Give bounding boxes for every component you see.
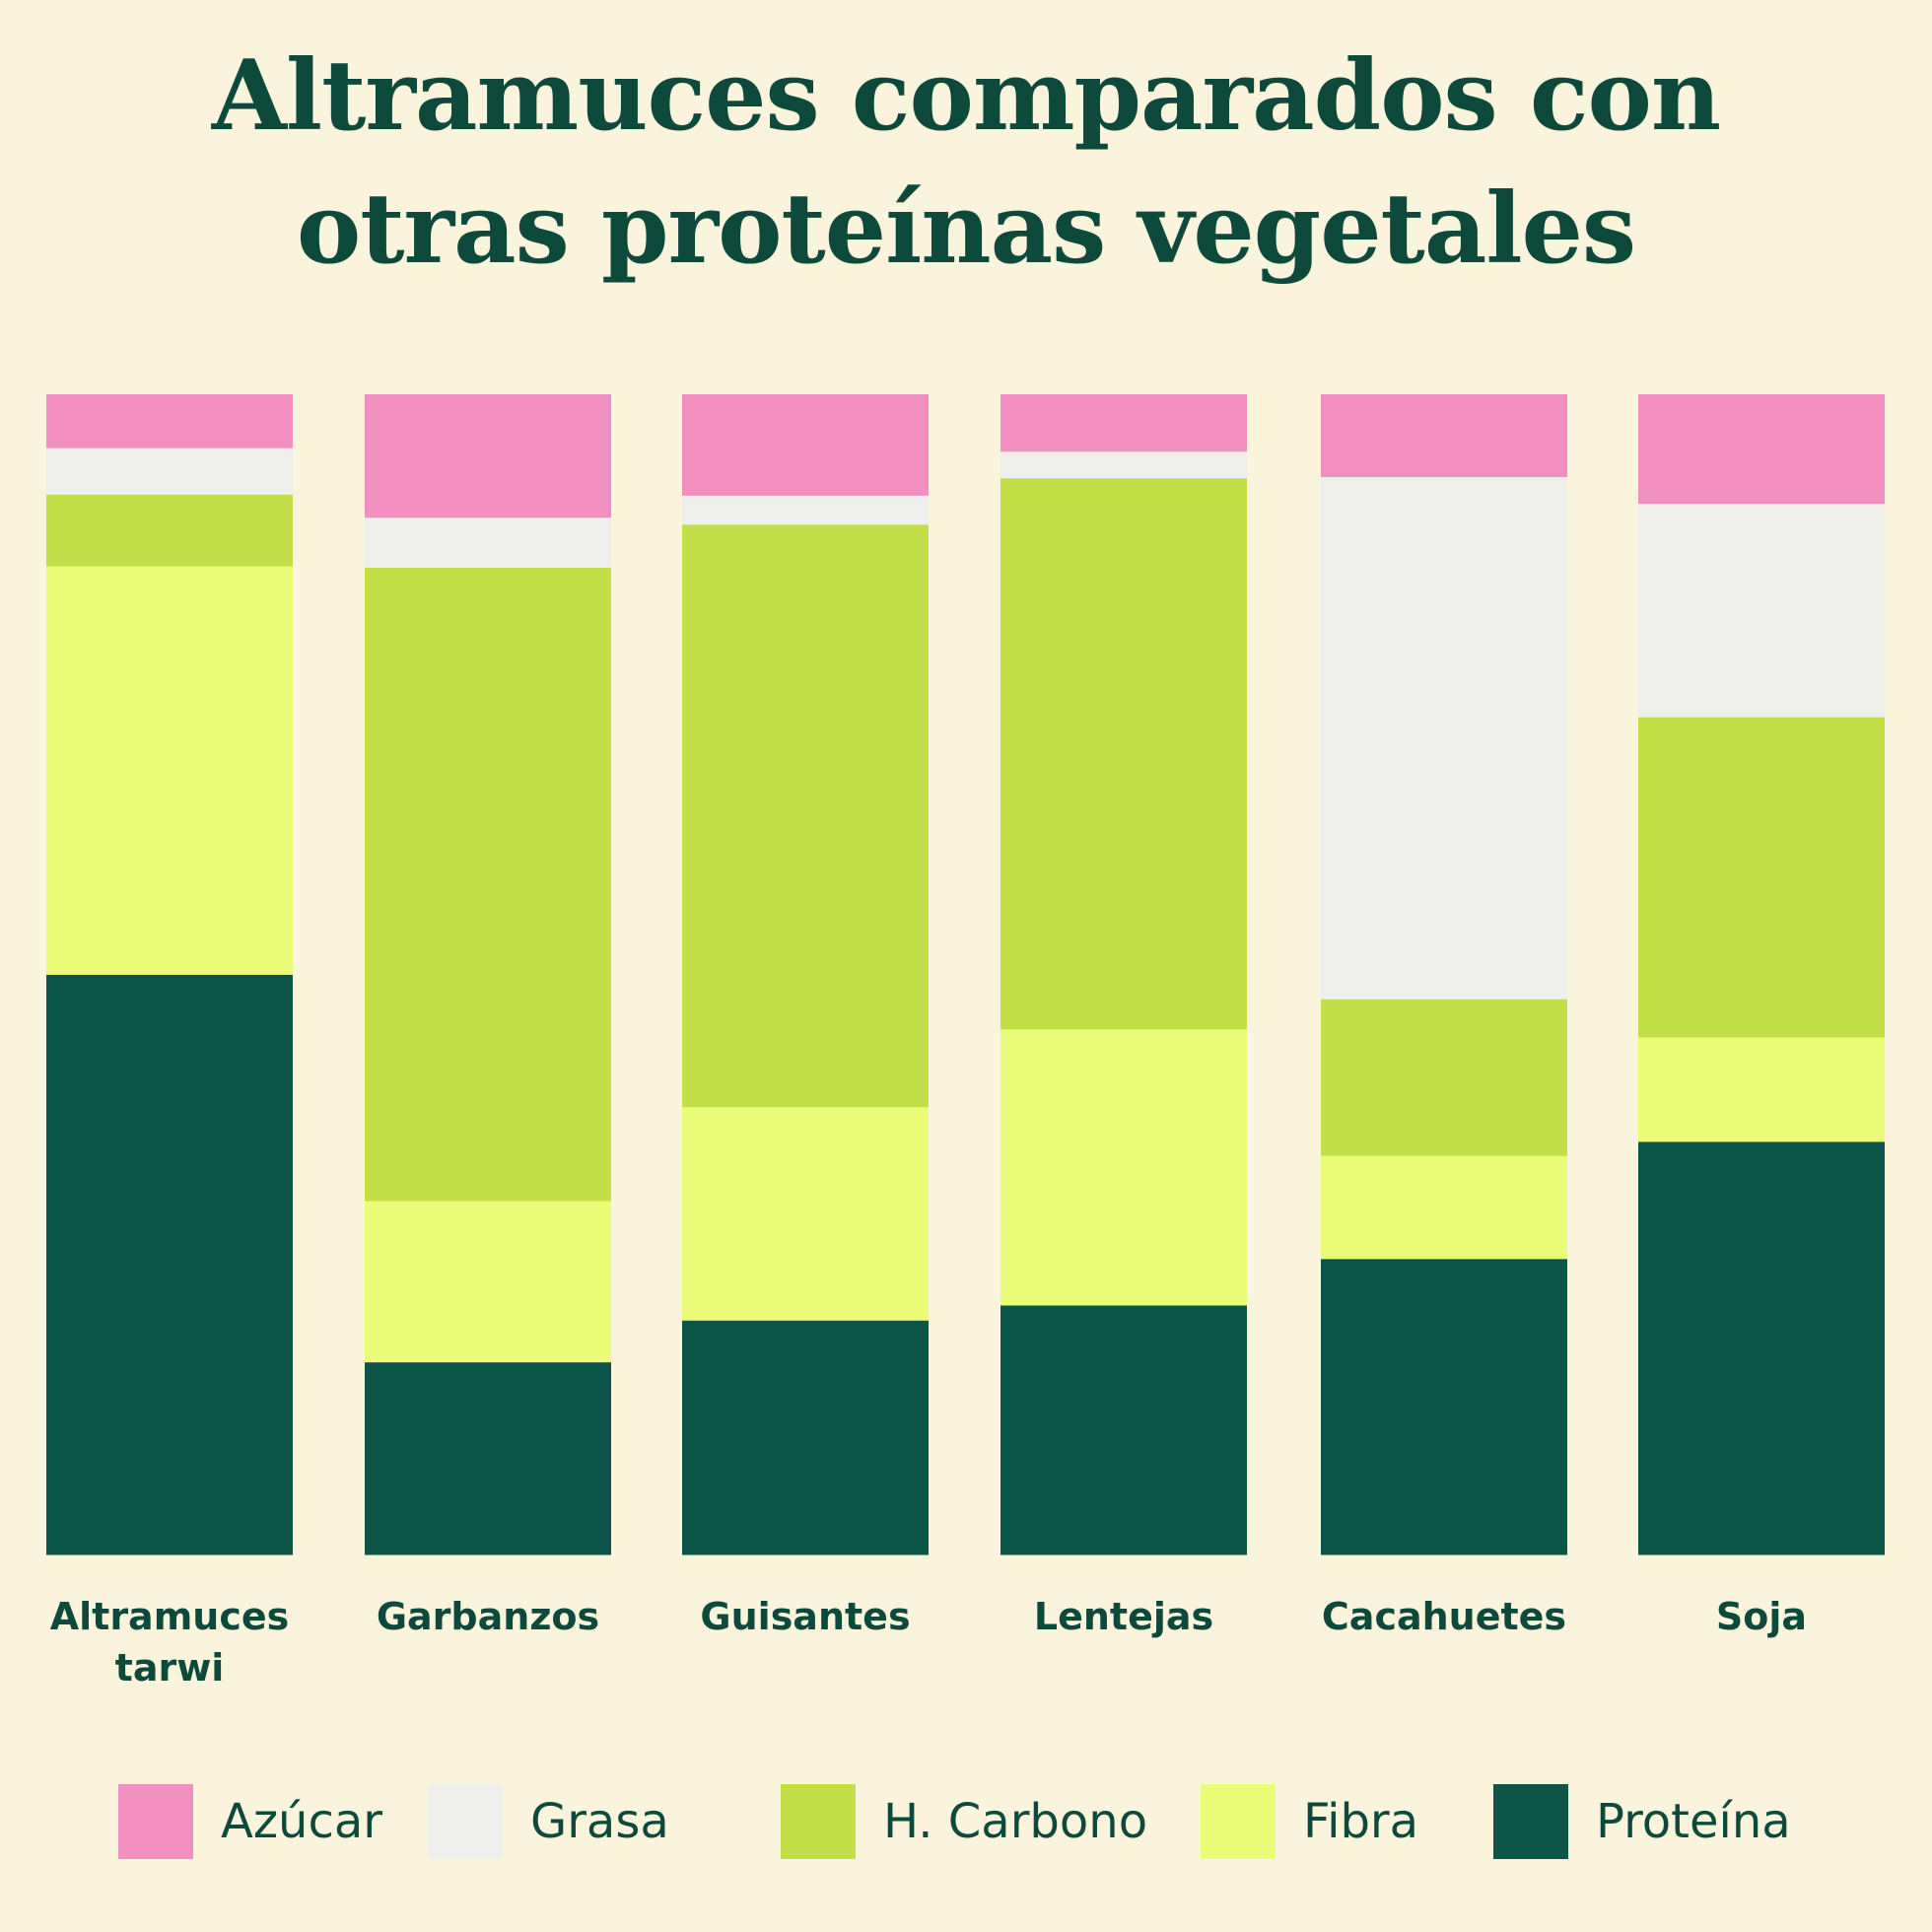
bar-segment-lentejas-azucar — [1000, 394, 1247, 452]
bar-segment-garbanzos-h-carbono — [365, 567, 611, 1202]
bar-segment-garbanzos-azucar — [365, 394, 611, 518]
legend-swatch-h-carbono — [781, 1784, 856, 1859]
chart-title: Altramuces comparados con otras proteína… — [0, 30, 1932, 296]
bar-segment-lentejas-proteina — [1000, 1304, 1247, 1555]
category-label-line: Soja — [1716, 1595, 1807, 1638]
category-label-line: Guisantes — [700, 1595, 910, 1638]
bar-segment-garbanzos-proteina — [365, 1361, 611, 1555]
bar-segment-cacahuetes-fibra — [1321, 1155, 1567, 1260]
category-labels-group: Altramuces tarwi Garbanzos Guisantes Lenteja… — [50, 1595, 1807, 1690]
bar-segment-lentejas-fibra — [1000, 1028, 1247, 1306]
bar-segment-cacahuetes-proteina — [1321, 1258, 1567, 1555]
bar-segment-soja-proteina — [1638, 1140, 1885, 1555]
bar-segment-altramuces-tarwi-grasa — [46, 448, 293, 495]
bar-segment-garbanzos-fibra — [365, 1201, 611, 1363]
category-label-line: Lentejas — [1034, 1595, 1213, 1638]
bar-segment-guisantes-h-carbono — [682, 523, 929, 1108]
legend-label-h-carbono: H. Carbono — [883, 1794, 1148, 1849]
legend-item-grasa: Grasa — [428, 1784, 669, 1859]
bar-segment-soja-h-carbono — [1638, 717, 1885, 1038]
bar-segment-guisantes-proteina — [682, 1320, 929, 1555]
chart-title-line-2: otras proteínas vegetales — [296, 172, 1636, 286]
bar-segment-cacahuetes-azucar — [1321, 394, 1567, 478]
category-label-guisantes: Guisantes — [700, 1595, 910, 1638]
legend-label-grasa: Grasa — [530, 1794, 669, 1849]
category-label-line: tarwi — [115, 1646, 225, 1690]
legend-swatch-azucar — [118, 1784, 193, 1859]
legend-item-proteina: Proteína — [1493, 1784, 1791, 1859]
legend-item-h-carbono: H. Carbono — [781, 1784, 1147, 1859]
bar-segment-guisantes-azucar — [682, 394, 929, 496]
bar-segment-guisantes-grasa — [682, 495, 929, 525]
bar-segment-altramuces-tarwi-fibra — [46, 566, 293, 975]
legend-item-azucar: Azúcar — [118, 1784, 382, 1859]
chart-title-line-1: Altramuces comparados con — [211, 39, 1721, 153]
bar-segment-altramuces-tarwi-azucar — [46, 394, 293, 448]
bar-segment-lentejas-grasa — [1000, 450, 1247, 479]
bar-segment-cacahuetes-h-carbono — [1321, 999, 1567, 1156]
legend-label-proteina: Proteína — [1596, 1794, 1791, 1849]
category-label-garbanzos: Garbanzos — [377, 1595, 599, 1638]
category-label-line: Cacahuetes — [1322, 1595, 1566, 1638]
legend-swatch-proteina — [1493, 1784, 1568, 1859]
bar-segment-altramuces-tarwi-proteina — [46, 974, 293, 1555]
category-label-soja: Soja — [1716, 1595, 1807, 1638]
category-label-line: Garbanzos — [377, 1595, 599, 1638]
bar-segment-soja-azucar — [1638, 394, 1885, 505]
category-label-lentejas: Lentejas — [1034, 1595, 1213, 1638]
category-label-cacahuetes: Cacahuetes — [1322, 1595, 1566, 1638]
bar-segment-guisantes-fibra — [682, 1106, 929, 1321]
bar-segment-garbanzos-grasa — [365, 517, 611, 568]
bar-segment-soja-fibra — [1638, 1037, 1885, 1142]
category-label-altramuces-tarwi: Altramuces tarwi — [50, 1595, 290, 1690]
bars-group — [46, 394, 1885, 1555]
legend-label-azucar: Azúcar — [221, 1794, 382, 1849]
bar-segment-altramuces-tarwi-h-carbono — [46, 494, 293, 567]
category-label-line: Altramuces — [50, 1595, 290, 1638]
bar-segment-cacahuetes-grasa — [1321, 476, 1567, 1000]
legend-label-fibra: Fibra — [1303, 1794, 1419, 1849]
legend-swatch-fibra — [1201, 1784, 1276, 1859]
bar-segment-soja-grasa — [1638, 503, 1885, 718]
chart-legend: Azúcar Grasa H. Carbono Fibra Proteína — [0, 1784, 1932, 1863]
bar-segment-lentejas-h-carbono — [1000, 477, 1247, 1030]
legend-item-fibra: Fibra — [1201, 1784, 1418, 1859]
legend-swatch-grasa — [428, 1784, 503, 1859]
